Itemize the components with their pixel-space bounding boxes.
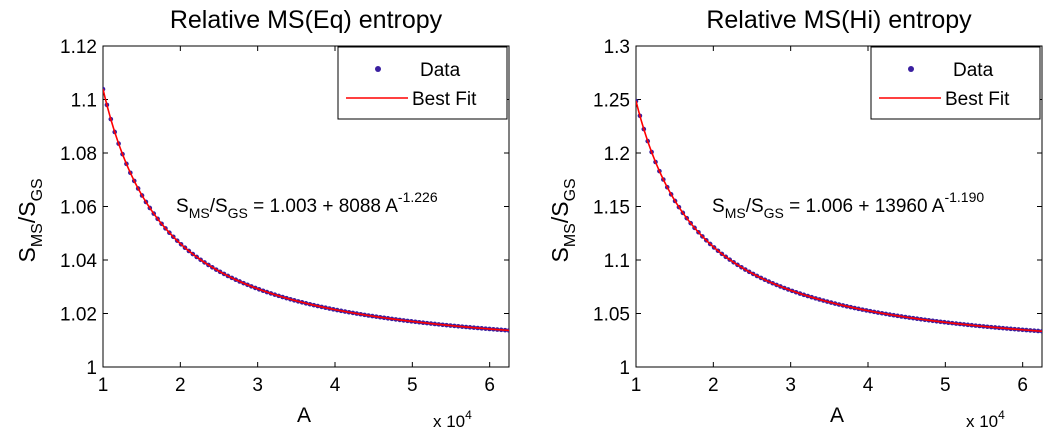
y-tick-label: 1.1	[604, 251, 630, 272]
x-tick-label: 2	[708, 375, 719, 396]
x-tick-label: 5	[940, 375, 951, 396]
x-tick-label: 2	[175, 375, 186, 396]
x-tick-label: 6	[484, 375, 495, 396]
legend-data-marker	[908, 66, 914, 72]
chart-title: Relative MS(Hi) entropy	[706, 6, 972, 34]
chart-title: Relative MS(Eq) entropy	[170, 6, 443, 34]
y-tick-label: 1.15	[593, 198, 630, 219]
legend: Data Best Fit	[337, 46, 508, 120]
x-tick-label: 3	[252, 375, 263, 396]
x-tick-label: 1	[98, 375, 109, 396]
series-data	[103, 86, 509, 333]
y-tick-label: 1.1	[71, 91, 97, 112]
chart-1: 1 2 3 4 5 6 1 1.02 1.04 1.06 1.08 1.1 1.12 Relative M…	[14, 6, 510, 431]
y-axis-label: SMS/SGS	[547, 178, 579, 262]
y-tick-label: 1.05	[593, 305, 630, 326]
legend-data-marker	[375, 66, 381, 72]
best-fit-line	[103, 88, 509, 332]
x-axis-multiplier: x 104	[966, 408, 1005, 431]
y-tick-label: 1	[86, 358, 97, 379]
legend-box	[337, 46, 508, 120]
x-tick-label: 6	[1017, 375, 1028, 396]
x-axis-label: A	[830, 404, 844, 427]
y-tick-label: 1.3	[604, 37, 630, 58]
y-tick-label: 1.12	[60, 37, 97, 58]
x-tick-label: 4	[863, 375, 874, 396]
x-tick-label: 1	[631, 375, 642, 396]
chart-2: 1 2 3 4 5 6 1 1.05 1.1 1.15 1.2 1.25 1.3 Relative MS(…	[547, 6, 1043, 431]
x-axis-label: A	[297, 404, 311, 427]
y-tick-label: 1	[619, 358, 630, 379]
x-axis-multiplier: x 104	[433, 408, 472, 431]
best-fit-line	[636, 100, 1042, 333]
legend-data-label: Data	[953, 60, 994, 81]
fit-equation: SMS/SGS = 1.006 + 13960 A-1.190	[712, 189, 984, 221]
legend-fit-label: Best Fit	[945, 89, 1010, 110]
legend-data-label: Data	[420, 60, 461, 81]
y-tick-label: 1.2	[604, 144, 630, 165]
y-tick-label: 1.06	[60, 198, 97, 219]
x-tick-label: 3	[785, 375, 796, 396]
x-tick-label: 4	[330, 375, 341, 396]
legend: Data Best Fit	[870, 46, 1041, 120]
x-tick-label: 5	[407, 375, 418, 396]
legend-fit-label: Best Fit	[412, 89, 477, 110]
y-tick-label: 1.04	[60, 251, 97, 272]
y-tick-label: 1.02	[60, 305, 97, 326]
y-tick-label: 1.08	[60, 144, 97, 165]
y-tick-label: 1.25	[593, 91, 630, 112]
legend-box	[870, 46, 1041, 120]
fit-equation: SMS/SGS = 1.003 + 8088 A-1.226	[176, 189, 438, 221]
y-axis-label: SMS/SGS	[14, 178, 46, 262]
